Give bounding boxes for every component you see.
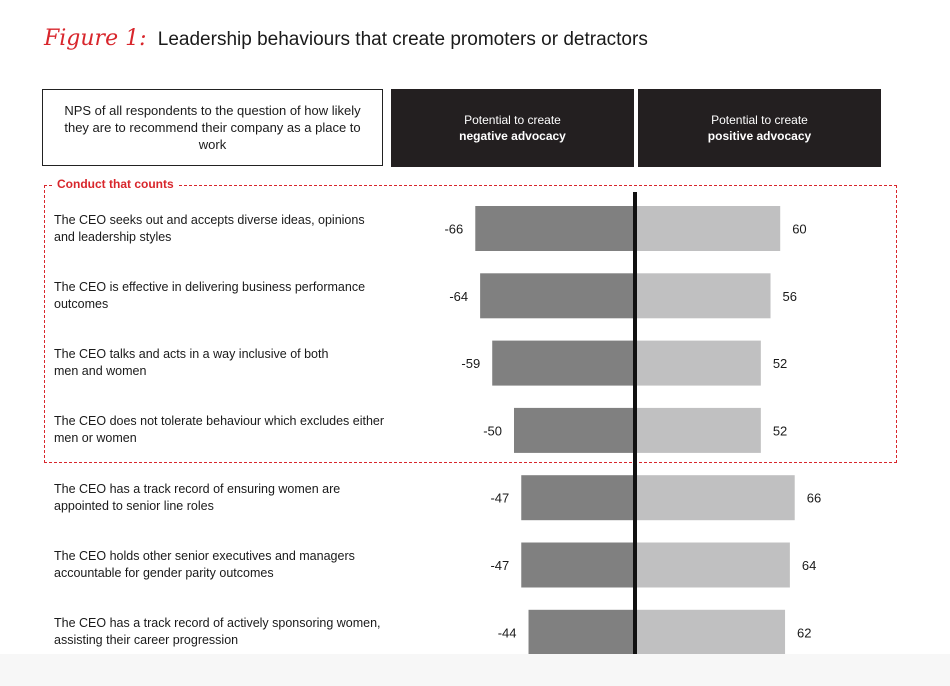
negative-advocacy-header: Potential to create negative advocacy xyxy=(391,89,634,167)
row-label-line2: men or women xyxy=(54,431,137,446)
positive-header-line2: positive advocacy xyxy=(707,129,812,143)
negative-value-label: -50 xyxy=(483,423,502,438)
positive-bar xyxy=(635,609,786,655)
negative-bar xyxy=(514,407,635,453)
negative-value-label: -47 xyxy=(490,558,509,573)
positive-bar xyxy=(635,475,795,521)
negative-value-label: -47 xyxy=(490,491,509,506)
bottom-strip xyxy=(0,654,950,686)
row-label: The CEO is effective in delivering busin… xyxy=(54,279,399,313)
negative-header-line2: negative advocacy xyxy=(459,129,566,143)
row-label: The CEO has a track record of actively s… xyxy=(54,615,399,649)
positive-value-label: 64 xyxy=(802,558,816,573)
figure-title: Figure 1: Leadership behaviours that cre… xyxy=(44,26,648,51)
positive-header-line1: Potential to create xyxy=(711,113,808,127)
row-label-line1: The CEO is effective in delivering busin… xyxy=(54,279,366,294)
negative-value-label: -64 xyxy=(449,289,468,304)
negative-bar xyxy=(492,340,635,386)
positive-value-label: 52 xyxy=(773,423,787,438)
positive-bar xyxy=(635,542,790,588)
row-label-line1: The CEO has a track record of actively s… xyxy=(54,616,381,631)
row-label: The CEO talks and acts in a way inclusiv… xyxy=(54,346,399,380)
negative-value-label: -59 xyxy=(461,356,480,371)
negative-bar xyxy=(475,206,635,251)
row-label: The CEO does not tolerate behaviour whic… xyxy=(54,413,399,447)
conduct-that-counts-frame xyxy=(44,185,897,463)
row-label-line2: men and women xyxy=(54,364,147,379)
row-label-line1: The CEO has a track record of ensuring w… xyxy=(54,481,341,496)
negative-value-label: -66 xyxy=(444,222,463,237)
row-label-line2: assisting their career progression xyxy=(54,633,239,648)
positive-bar xyxy=(635,340,761,386)
row-label-line2: accountable for gender parity outcomes xyxy=(54,566,274,580)
row-label-line1: The CEO does not tolerate behaviour whic… xyxy=(54,414,385,429)
positive-value-label: 56 xyxy=(783,289,797,304)
conduct-that-counts-label: Conduct that counts xyxy=(53,177,178,191)
positive-bar xyxy=(635,206,781,251)
negative-header-line1: Potential to create xyxy=(464,113,561,127)
negative-bar xyxy=(528,609,635,655)
row-label-line1: The CEO seeks out and accepts diverse id… xyxy=(54,212,365,227)
row-label: The CEO has a track record of ensuring w… xyxy=(54,481,399,515)
row-label-line2: appointed to senior line roles xyxy=(54,498,214,513)
figure-title-text: Leadership behaviours that create promot… xyxy=(157,29,648,50)
row-label-line1: The CEO talks and acts in a way inclusiv… xyxy=(54,347,329,362)
negative-value-label: -44 xyxy=(498,625,517,640)
row-label: The CEO seeks out and accepts diverse id… xyxy=(54,212,399,246)
positive-bar xyxy=(635,407,761,453)
row-label-line1: The CEO holds other senior executives an… xyxy=(54,549,355,563)
row-label: The CEO holds other senior executives an… xyxy=(54,548,399,582)
row-label-line2: outcomes xyxy=(54,296,109,311)
question-box: NPS of all respondents to the question o… xyxy=(42,89,383,166)
positive-advocacy-header: Potential to create positive advocacy xyxy=(638,89,881,167)
positive-bar xyxy=(635,273,771,319)
positive-value-label: 62 xyxy=(797,625,811,640)
positive-value-label: 60 xyxy=(792,222,806,237)
negative-bar xyxy=(521,475,635,521)
figure-label: Figure 1: xyxy=(44,26,147,51)
row-label-line2: and leadership styles xyxy=(54,229,172,244)
negative-bar xyxy=(480,273,635,319)
positive-value-label: 66 xyxy=(807,491,821,506)
negative-bar xyxy=(521,542,635,588)
positive-value-label: 52 xyxy=(773,356,787,371)
zero-axis-line xyxy=(633,192,637,686)
